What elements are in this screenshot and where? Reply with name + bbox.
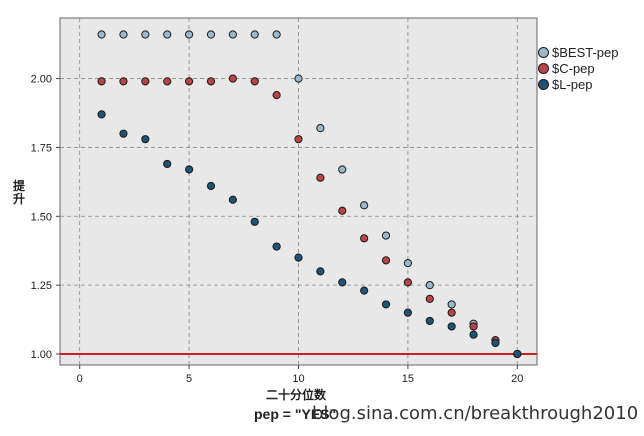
data-point-best	[447, 300, 456, 309]
data-point-c	[250, 77, 259, 86]
data-point-c	[316, 173, 325, 182]
data-point-c	[184, 77, 194, 86]
data-point-best	[184, 30, 194, 39]
x-tick-label: 5	[186, 373, 192, 385]
axes: 0 5 10 15 20 1.00 1.25 1.50 1.75 2.00	[31, 74, 524, 385]
data-point-best	[403, 259, 413, 268]
data-point-c	[163, 77, 172, 86]
data-point-l	[403, 308, 413, 317]
x-tick-label: 10	[292, 373, 304, 385]
data-point-l	[206, 181, 216, 191]
data-point-c	[447, 308, 456, 317]
data-points	[97, 30, 522, 359]
data-point-l	[447, 322, 456, 331]
legend-swatch-best	[538, 46, 549, 58]
data-point-best	[360, 201, 369, 210]
data-point-l	[360, 286, 369, 295]
data-point-best	[272, 30, 281, 39]
data-point-best	[119, 30, 128, 39]
y-tick-label: 1.00	[31, 349, 52, 361]
data-point-best	[163, 30, 172, 39]
data-point-l	[163, 159, 172, 169]
data-point-l	[294, 253, 303, 262]
data-point-c	[141, 77, 150, 86]
legend-label-l: $L-pep	[552, 76, 593, 92]
legend-swatch-c	[538, 62, 549, 74]
legend-label-best: $BEST-pep	[552, 44, 619, 60]
data-point-l	[250, 217, 259, 226]
watermark-text: blog.sina.com.cn/breakthrough2010	[312, 403, 639, 424]
legend: $BEST-pep $C-pep $L-pep	[538, 44, 619, 92]
data-point-c	[294, 135, 303, 144]
data-point-c	[119, 77, 128, 86]
y-axis-label: 提升	[12, 179, 25, 206]
legend-label-c: $C-pep	[552, 60, 595, 76]
data-point-best	[381, 231, 391, 240]
data-point-l	[381, 300, 391, 309]
data-point-c	[360, 234, 369, 243]
data-point-best	[206, 30, 216, 39]
data-point-best	[250, 30, 259, 39]
data-point-l	[141, 135, 150, 144]
data-point-c	[469, 322, 478, 331]
grid	[60, 18, 537, 365]
data-point-c	[206, 77, 216, 86]
y-tick-label: 2.00	[31, 74, 52, 86]
data-point-l	[425, 316, 434, 326]
data-point-best	[338, 165, 347, 174]
data-point-c	[97, 77, 106, 86]
legend-swatch-l	[538, 78, 549, 90]
data-point-best	[97, 30, 106, 39]
data-point-c	[425, 294, 434, 304]
data-point-best	[294, 74, 303, 83]
x-tick-label: 20	[511, 373, 523, 385]
data-point-l	[316, 267, 325, 276]
data-point-best	[141, 30, 150, 39]
data-point-best	[316, 124, 325, 133]
data-point-l	[119, 129, 128, 138]
data-point-l	[513, 349, 522, 359]
data-point-c	[338, 206, 347, 215]
data-point-c	[403, 278, 413, 287]
data-point-l	[491, 338, 500, 348]
y-tick-label: 1.25	[31, 280, 52, 292]
y-tick-label: 1.50	[31, 211, 52, 223]
data-point-l	[228, 195, 237, 204]
data-point-l	[272, 242, 281, 251]
legend-item-c: $C-pep	[538, 60, 619, 76]
y-tick-label: 1.75	[31, 142, 52, 154]
data-point-l	[338, 278, 347, 287]
legend-item-best: $BEST-pep	[538, 44, 619, 60]
data-point-c	[381, 256, 391, 265]
data-point-l	[469, 330, 478, 339]
data-point-c	[228, 74, 237, 83]
x-axis-label: 二十分位数	[266, 388, 327, 402]
legend-item-l: $L-pep	[538, 76, 619, 92]
chart-caption: pep = "YES"	[254, 406, 337, 422]
data-point-l	[184, 165, 194, 174]
data-point-c	[272, 91, 281, 100]
data-point-l	[97, 110, 106, 119]
data-point-best	[425, 281, 434, 290]
x-tick-label: 15	[402, 373, 414, 385]
x-tick-label: 0	[77, 373, 83, 385]
data-point-best	[228, 30, 237, 39]
